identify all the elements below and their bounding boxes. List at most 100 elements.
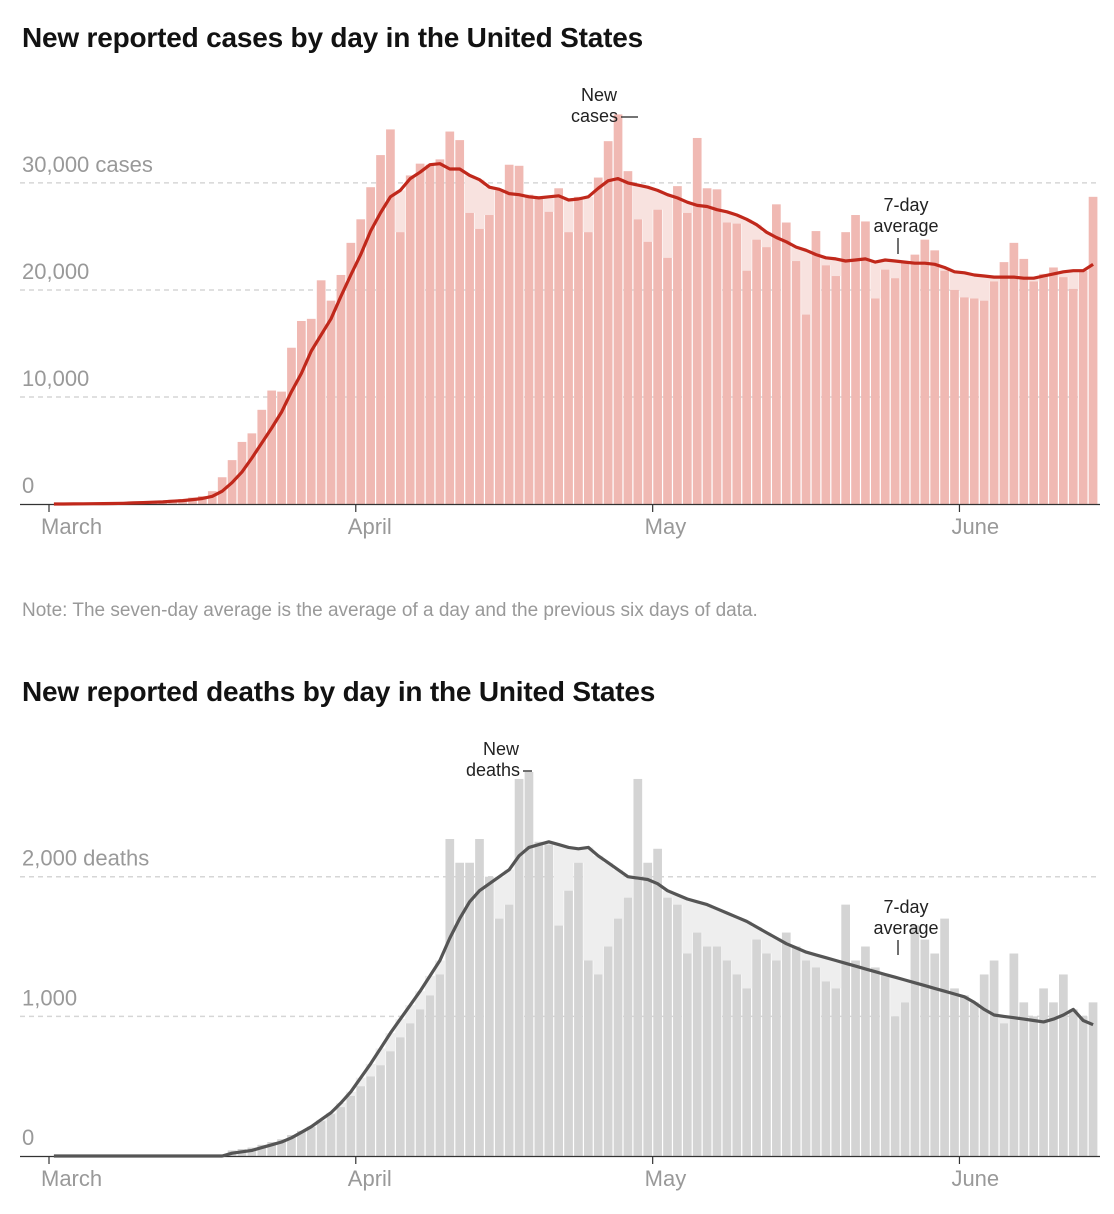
bar xyxy=(564,890,573,1156)
bar xyxy=(257,409,267,504)
bar xyxy=(930,250,940,504)
avg-annotation-line2: average xyxy=(873,216,938,236)
bar xyxy=(870,967,880,1156)
bar xyxy=(376,155,385,504)
bar xyxy=(287,347,296,504)
bar xyxy=(653,848,662,1156)
bar xyxy=(712,946,722,1156)
bar xyxy=(643,241,653,504)
bar xyxy=(326,1114,336,1156)
bar xyxy=(475,228,484,504)
bar xyxy=(494,918,504,1156)
bar xyxy=(405,175,415,504)
bar xyxy=(969,1002,979,1156)
bar xyxy=(781,932,791,1156)
bar xyxy=(574,862,583,1156)
bar xyxy=(435,159,445,504)
bar xyxy=(821,265,831,504)
bar xyxy=(682,212,692,505)
bar xyxy=(257,1144,267,1156)
bar xyxy=(890,278,900,504)
bar xyxy=(801,314,811,504)
bar xyxy=(692,137,702,504)
bar xyxy=(712,189,722,504)
bar xyxy=(346,1095,356,1156)
x-tick-label: June xyxy=(951,514,999,539)
bar xyxy=(772,204,781,504)
bar xyxy=(504,164,514,505)
bar xyxy=(583,960,593,1156)
chart-note: Note: The seven-day average is the avera… xyxy=(22,600,758,621)
bar xyxy=(851,215,860,504)
bar xyxy=(455,862,465,1156)
bar xyxy=(297,1130,306,1156)
bar xyxy=(732,223,742,505)
bar xyxy=(514,165,524,504)
bar xyxy=(821,981,831,1156)
average-line xyxy=(53,162,1094,506)
bar xyxy=(702,946,712,1156)
bar xyxy=(811,231,821,504)
bar xyxy=(643,862,653,1156)
bar xyxy=(287,1135,296,1156)
bar xyxy=(524,194,534,504)
bar-annotation-line1: New xyxy=(483,739,520,759)
bar xyxy=(979,300,989,504)
bar xyxy=(682,953,692,1156)
bar xyxy=(267,390,277,504)
bar xyxy=(999,1023,1009,1156)
cases-chart: 0 10,000 20,000 30,000 cases March April May Ju… xyxy=(20,85,1100,539)
bar xyxy=(346,242,356,504)
x-tick-label: April xyxy=(348,514,392,539)
average-area xyxy=(49,163,1098,504)
bar xyxy=(969,298,979,504)
avg-annotation-line2: average xyxy=(873,918,938,938)
x-tick-label: May xyxy=(645,1166,687,1191)
bar xyxy=(1068,288,1078,504)
bar xyxy=(762,247,771,504)
bar xyxy=(950,289,959,504)
bar xyxy=(405,1023,415,1156)
bar xyxy=(752,239,761,504)
bar xyxy=(395,1037,405,1156)
bar xyxy=(356,1086,366,1156)
bar xyxy=(791,946,801,1156)
bar xyxy=(811,967,821,1156)
bar xyxy=(425,995,435,1156)
bar xyxy=(504,904,514,1156)
bar xyxy=(593,177,603,504)
bar xyxy=(890,1016,900,1156)
bar xyxy=(1029,1016,1039,1156)
bar xyxy=(940,270,949,504)
bar xyxy=(742,270,752,504)
bar xyxy=(772,960,781,1156)
bar xyxy=(880,269,890,504)
bar xyxy=(861,946,870,1156)
bar xyxy=(564,232,573,504)
bar xyxy=(1088,1002,1098,1156)
bar xyxy=(841,232,850,504)
bar xyxy=(267,1142,277,1156)
bar xyxy=(326,300,336,504)
bar xyxy=(593,974,603,1156)
y-tick-label: 30,000 cases xyxy=(22,152,153,177)
bar xyxy=(732,974,742,1156)
bar xyxy=(465,862,474,1156)
x-tick-label: March xyxy=(41,1166,102,1191)
deaths-chart-title: New reported deaths by day in the United… xyxy=(22,676,656,707)
bar xyxy=(960,995,969,1156)
bar xyxy=(910,254,920,504)
bar xyxy=(989,960,999,1156)
bar xyxy=(603,141,613,504)
bar xyxy=(277,391,286,504)
bar xyxy=(376,1065,385,1156)
bar xyxy=(297,320,306,504)
bar xyxy=(870,298,880,504)
x-tick-label: May xyxy=(645,514,687,539)
bar xyxy=(831,276,841,504)
bar xyxy=(356,219,366,504)
x-tick-label: March xyxy=(41,514,102,539)
bar xyxy=(316,280,326,504)
bar xyxy=(920,239,930,504)
